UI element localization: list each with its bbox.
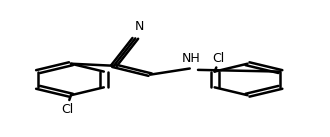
Text: Cl: Cl	[61, 103, 74, 116]
Text: N: N	[135, 20, 144, 33]
Text: NH: NH	[182, 52, 201, 65]
Text: Cl: Cl	[212, 52, 224, 65]
